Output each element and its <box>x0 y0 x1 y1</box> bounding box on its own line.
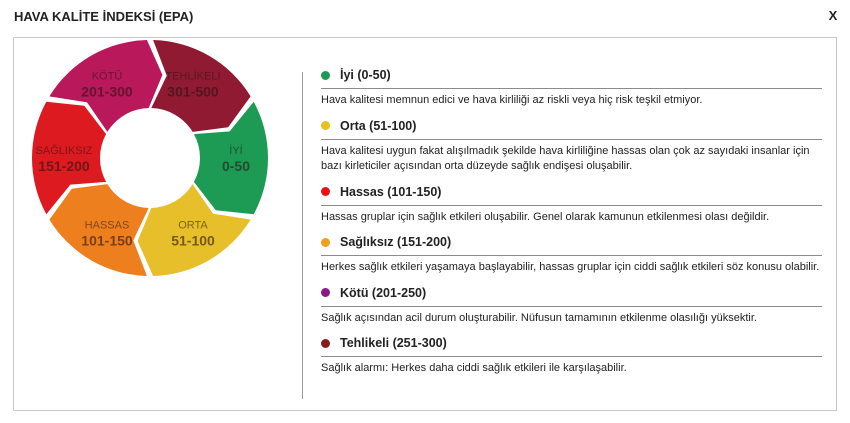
legend-description: Herkes sağlık etkileri yaşamaya başlayab… <box>321 255 822 276</box>
vertical-divider <box>302 72 303 399</box>
wheel-segment-iyi <box>193 101 268 215</box>
legend-item-hassas: Hassas (101-150) Hassas gruplar için sağ… <box>321 183 822 226</box>
wheel-segment-orta <box>137 184 251 276</box>
wheel-label-name-hassas: HASSAS <box>85 219 130 231</box>
wheel-segment-kotu <box>49 40 163 132</box>
purple-dot-icon <box>321 288 330 297</box>
orange-dot-icon <box>321 237 330 247</box>
legend-label: İyi (0-50) <box>340 68 391 82</box>
red-dot-icon <box>321 187 330 196</box>
modal-title: HAVA KALİTE İNDEKSİ (EPA) <box>14 9 194 24</box>
legend-label: Sağlıksız (151-200) <box>340 235 452 249</box>
legend-description: Hava kalitesi uygun fakat alışılmadık şe… <box>321 138 822 175</box>
wheel-label-name-orta: ORTA <box>178 219 208 231</box>
wheel-label-range-sagliksiz: 151-200 <box>38 158 90 174</box>
dark-red-dot-icon <box>321 338 330 348</box>
legend-description: Hava kalitesi memnun edici ve hava kirli… <box>321 88 822 109</box>
legend-item-kotu: Kötü (201-250) Sağlık açısından acil dur… <box>321 284 822 327</box>
wheel-segment-sagliksiz <box>32 101 107 215</box>
wheel-label-range-iyi: 0-50 <box>222 158 250 174</box>
wheel-label-name-sagliksiz: SAĞLIKSIZ <box>36 144 93 157</box>
wheel-label-name-tehlikeli: TEHLİKELİ <box>165 70 220 83</box>
legend-item-iyi: İyi (0-50) Hava kalitesi memnun edici ve… <box>321 66 822 109</box>
wheel-label-name-iyi: İYİ <box>229 144 242 157</box>
close-button[interactable]: X <box>828 8 838 23</box>
green-dot-icon <box>321 70 330 80</box>
legend-description: Hassas gruplar için sağlık etkileri oluş… <box>321 204 822 226</box>
aqi-legend: İyi (0-50) Hava kalitesi memnun edici ve… <box>321 66 822 385</box>
wheel-label-range-tehlikeli: 301-500 <box>167 84 219 100</box>
legend-label: Hassas (101-150) <box>340 184 442 199</box>
legend-item-tehlikeli: Tehlikeli (251-300) Sağlık alarmı: Herke… <box>321 334 822 377</box>
legend-label: Tehlikeli (251-300) <box>340 336 447 350</box>
legend-label: Kötü (201-250) <box>340 285 427 300</box>
legend-label: Orta (51-100) <box>340 118 417 133</box>
wheel-segment-hassas <box>49 184 149 276</box>
legend-description: Sağlık açısından acil durum oluşturabili… <box>321 305 822 327</box>
yellow-dot-icon <box>321 121 330 130</box>
wheel-label-range-orta: 51-100 <box>171 232 215 248</box>
wheel-label-range-hassas: 101-150 <box>81 232 133 248</box>
wheel-label-name-kotu: KÖTÜ <box>92 71 123 83</box>
legend-item-sagliksiz: Sağlıksız (151-200) Herkes sağlık etkile… <box>321 233 822 276</box>
legend-description: Sağlık alarmı: Herkes daha ciddi sağlık … <box>321 356 822 377</box>
wheel-label-range-kotu: 201-300 <box>81 84 133 100</box>
wheel-segment-tehlikeli <box>151 40 251 132</box>
legend-item-orta: Orta (51-100) Hava kalitesi uygun fakat … <box>321 117 822 175</box>
